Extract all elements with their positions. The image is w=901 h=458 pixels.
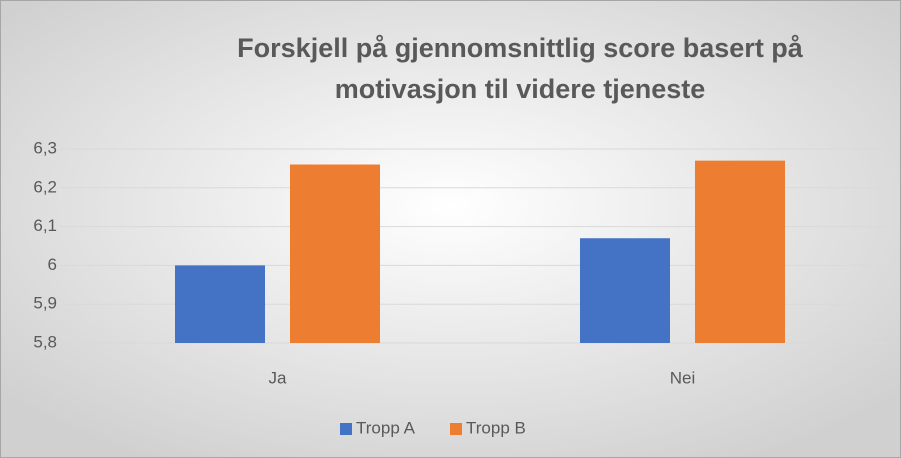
y-tick-label: 5,8 bbox=[33, 332, 57, 351]
chart-title: Forskjell på gjennomsnittlig score baser… bbox=[237, 33, 803, 104]
legend-label: Tropp B bbox=[466, 418, 526, 437]
y-tick-label: 6,3 bbox=[33, 138, 57, 157]
y-tick-label: 5,9 bbox=[33, 294, 57, 313]
x-tick-label: Ja bbox=[269, 368, 288, 387]
y-tick-label: 6 bbox=[48, 255, 57, 274]
legend-swatch bbox=[340, 423, 352, 435]
legend-label: Tropp A bbox=[356, 418, 416, 437]
bar bbox=[290, 164, 380, 343]
legend-swatch bbox=[450, 423, 462, 435]
y-tick-label: 6,1 bbox=[33, 216, 57, 235]
bar bbox=[580, 238, 670, 343]
bar bbox=[695, 160, 785, 343]
y-tick-label: 6,2 bbox=[33, 177, 57, 196]
x-tick-label: Nei bbox=[670, 368, 696, 387]
bar bbox=[175, 265, 265, 343]
